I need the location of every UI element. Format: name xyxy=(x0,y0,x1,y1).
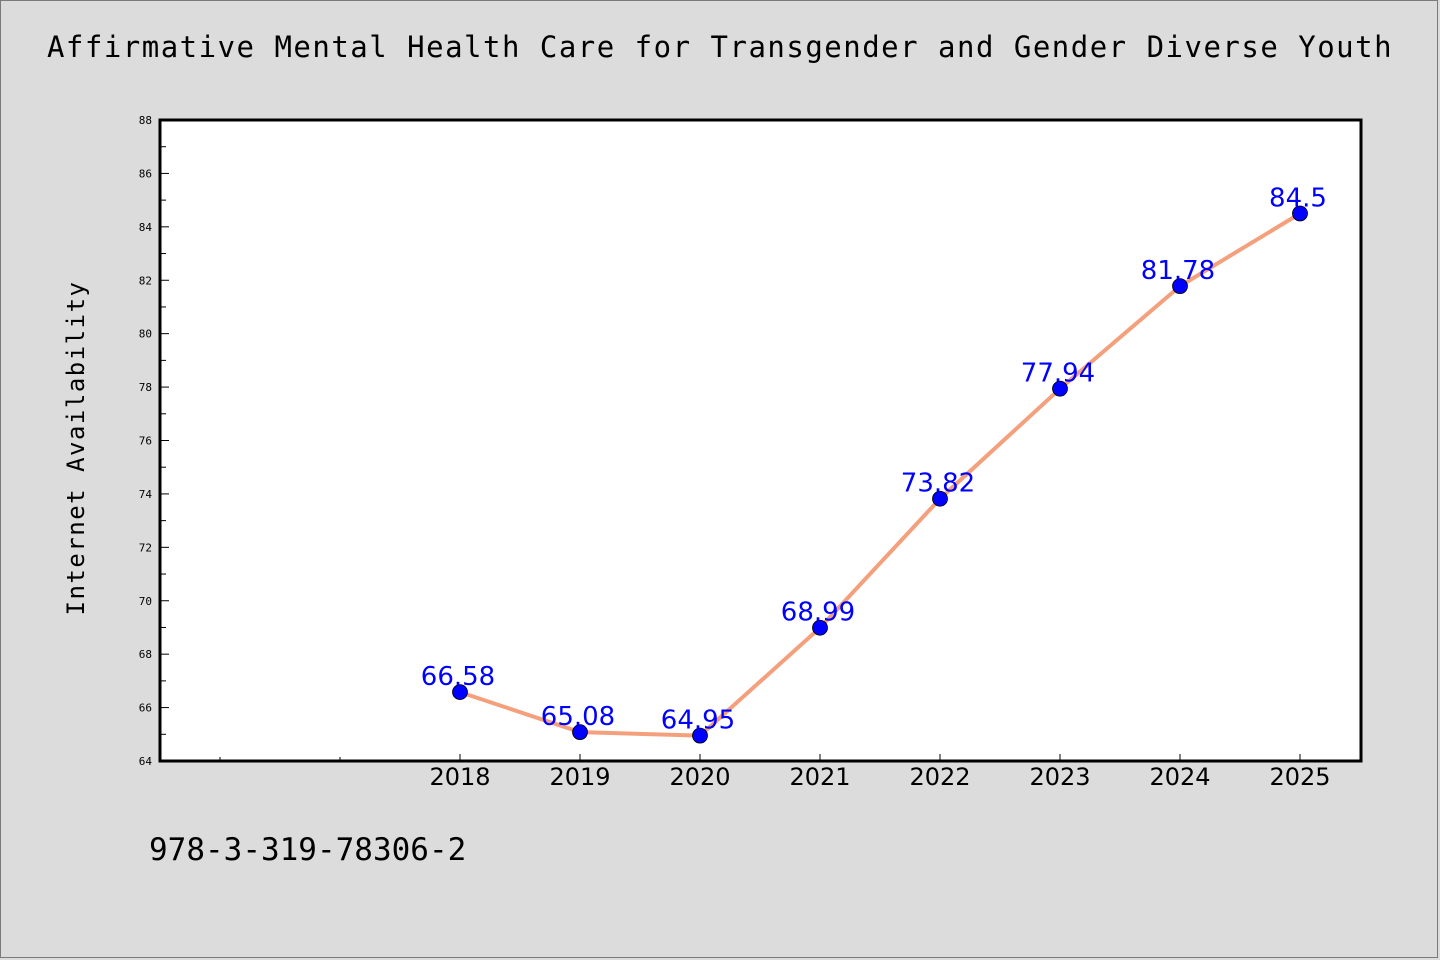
x-tick-label: 2019 xyxy=(549,763,610,791)
series-line xyxy=(458,211,1302,738)
data-point xyxy=(1172,278,1188,295)
data-label: 77.94 xyxy=(1021,359,1095,389)
y-tick-label: 76 xyxy=(139,435,152,448)
data-point xyxy=(812,619,828,636)
x-axis: 2018 2019 2020 2021 2022 2023 2024 2025 xyxy=(219,754,1331,791)
data-point xyxy=(692,727,708,744)
x-tick-label: 2023 xyxy=(1029,763,1090,791)
data-label: 66.58 xyxy=(421,662,495,692)
x-tick-label: 2021 xyxy=(789,763,850,791)
data-point xyxy=(1292,205,1308,222)
y-tick-label: 88 xyxy=(139,114,152,127)
data-label: 65.08 xyxy=(541,702,615,732)
data-point xyxy=(452,684,468,700)
y-tick-label: 86 xyxy=(139,167,152,180)
y-tick-label: 68 xyxy=(139,648,152,661)
data-point xyxy=(1052,380,1068,397)
x-tick-label: 2020 xyxy=(669,763,730,791)
y-tick-label: 78 xyxy=(139,381,152,394)
y-tick-label: 66 xyxy=(139,702,152,715)
y-tick-label: 70 xyxy=(139,595,152,608)
series-group: 66.58 65.08 64.95 68.99 73.82 77.94 81.78 84.5 xyxy=(421,183,1327,744)
data-label: 68.99 xyxy=(781,598,855,628)
plot-border xyxy=(158,118,1363,763)
x-tick-label: 2025 xyxy=(1269,763,1330,791)
x-tick-label: 2024 xyxy=(1149,763,1210,791)
y-tick-label: 72 xyxy=(139,541,152,554)
data-label: 73.82 xyxy=(901,469,975,499)
x-tick-label: 2018 xyxy=(429,763,490,791)
y-tick-label: 74 xyxy=(139,488,153,501)
y-tick-label: 80 xyxy=(139,328,152,341)
data-label: 81.78 xyxy=(1141,256,1215,286)
plot-area xyxy=(160,120,1361,761)
data-point xyxy=(932,490,948,507)
isbn-code: 978-3-319-78306-2 xyxy=(149,832,467,868)
chart-title: Affirmative Mental Health Care for Trans… xyxy=(46,30,1394,64)
y-tick-label: 82 xyxy=(139,274,152,287)
y-axis-label: Internet Availability xyxy=(62,281,90,616)
y-tick-label: 64 xyxy=(139,755,153,768)
data-label: 64.95 xyxy=(661,706,735,736)
x-tick-label: 2022 xyxy=(909,763,970,791)
data-label: 84.5 xyxy=(1269,183,1327,213)
y-tick-label: 84 xyxy=(139,221,153,234)
data-point xyxy=(572,724,588,741)
